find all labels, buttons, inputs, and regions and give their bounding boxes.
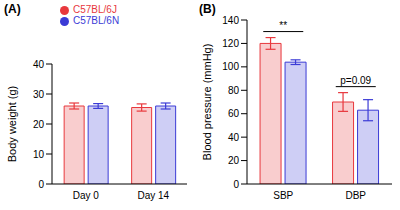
- svg-text:Day 0: Day 0: [73, 190, 100, 201]
- svg-text:30: 30: [33, 89, 45, 100]
- html-text:C57BL/6J: C57BL/6J: [73, 4, 117, 15]
- svg-text:0: 0: [38, 179, 44, 190]
- html-text:C57BL/6N: C57BL/6N: [73, 15, 120, 26]
- svg-text:20: 20: [228, 155, 240, 166]
- svg-text:p=0.09: p=0.09: [340, 75, 371, 86]
- svg-text:60: 60: [228, 108, 240, 119]
- html-text:(A): (A): [4, 2, 21, 16]
- svg-text:SBP: SBP: [273, 190, 293, 201]
- svg-text:Day 14: Day 14: [137, 190, 169, 201]
- svg-text:DBP: DBP: [345, 190, 366, 201]
- html-text:(B): (B): [199, 2, 216, 16]
- svg-text:**: **: [279, 20, 287, 31]
- svg-text:Blood pressure (mmHg): Blood pressure (mmHg): [201, 44, 213, 161]
- svg-text:20: 20: [33, 119, 45, 130]
- svg-text:0: 0: [233, 179, 239, 190]
- svg-text:120: 120: [222, 38, 239, 49]
- svg-text:10: 10: [33, 149, 45, 160]
- svg-text:40: 40: [228, 132, 240, 143]
- svg-text:80: 80: [228, 85, 240, 96]
- svg-text:140: 140: [222, 15, 239, 26]
- svg-text:40: 40: [33, 59, 45, 70]
- svg-text:100: 100: [222, 61, 239, 72]
- svg-text:Body weight (g): Body weight (g): [8, 86, 18, 162]
